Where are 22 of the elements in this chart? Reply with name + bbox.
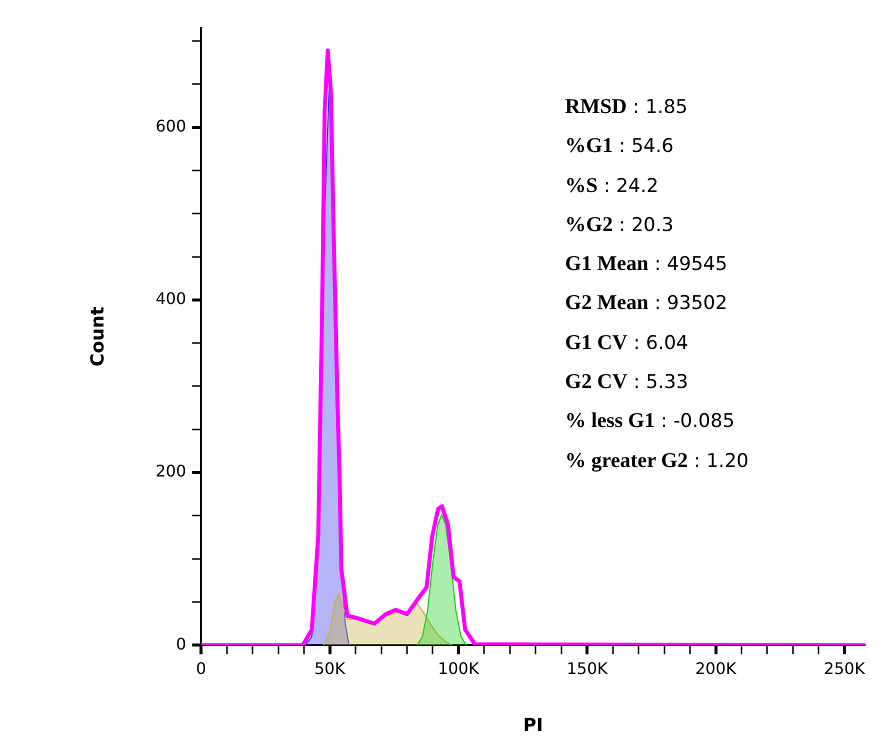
annotation: %G2 : 20.3 <box>565 212 674 236</box>
annotation: % less G1 : -0.085 <box>565 408 735 432</box>
annotation: G1 CV : 6.04 <box>565 330 688 354</box>
y-tick-label: 400 <box>156 289 186 308</box>
annotation: G2 Mean : 93502 <box>565 290 728 314</box>
annotation: % greater G2 : 1.20 <box>565 448 749 472</box>
x-axis-title: PI <box>523 714 544 736</box>
x-tick-label: 250K <box>824 658 866 678</box>
annotation: G1 Mean : 49545 <box>565 251 728 276</box>
y-tick-label: 200 <box>156 462 186 481</box>
annotation: RMSD : 1.85 <box>565 94 688 118</box>
x-tick-label: 50K <box>314 658 346 678</box>
annotation: %G1 : 54.6 <box>565 133 674 158</box>
y-tick-label: 0 <box>176 634 186 654</box>
x-tick-label: 0 <box>196 658 206 678</box>
x-tick-label: 150K <box>566 658 608 678</box>
y-tick-label: 600 <box>156 116 186 136</box>
x-tick-label: 100K <box>438 658 480 678</box>
y-axis-title: Count <box>87 306 108 367</box>
annotation: G2 CV : 5.33 <box>565 369 688 394</box>
x-tick-label: 200K <box>695 658 737 678</box>
annotation: %S : 24.2 <box>565 172 658 197</box>
